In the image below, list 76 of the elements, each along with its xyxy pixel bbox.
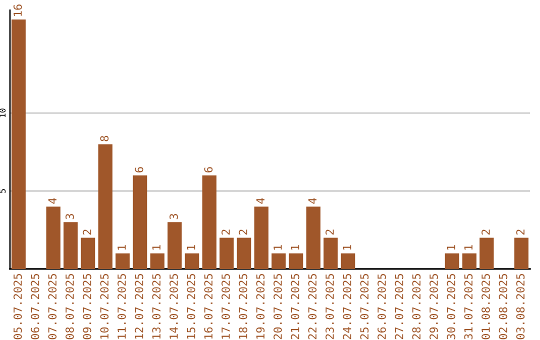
- data-label: 2: [238, 230, 248, 235]
- data-label: 4: [308, 198, 316, 204]
- bar: [254, 206, 268, 269]
- bar: [132, 175, 148, 269]
- bar: [444, 253, 460, 269]
- bar: [184, 253, 200, 269]
- bar: [80, 238, 96, 269]
- data-label: 1: [343, 245, 352, 250]
- x-tick-label: 11.07.2025: [118, 274, 126, 339]
- x-tick-label: 14.07.2025: [170, 274, 178, 339]
- data-label: 3: [66, 214, 74, 220]
- x-tick-label: 26.07.2025: [378, 274, 386, 340]
- bar: [340, 253, 356, 269]
- x-tick-label: 08.07.2025: [66, 274, 74, 340]
- data-label: 1: [118, 245, 126, 250]
- bar: [168, 222, 182, 269]
- x-tick-label: 24.07.2025: [342, 274, 352, 340]
- x-tick-label: 31.07.2025: [464, 274, 473, 340]
- data-label: 16: [14, 4, 22, 16]
- bar: [324, 238, 338, 269]
- data-label: 1: [186, 245, 196, 250]
- data-label: 1: [464, 245, 472, 250]
- x-tick-label: 25.07.2025: [360, 274, 369, 340]
- data-label: 2: [222, 230, 230, 235]
- bar: [272, 253, 286, 269]
- bar: [98, 144, 112, 269]
- data-label: 2: [82, 230, 92, 235]
- x-tick-label: 02.08.2025: [498, 274, 508, 340]
- x-tick-label: 22.07.2025: [308, 274, 317, 340]
- x-tick-label: 21.07.2025: [290, 274, 300, 340]
- bar: [64, 222, 78, 269]
- data-label: 3: [170, 214, 178, 220]
- bar: [462, 253, 476, 269]
- x-tick-label: 18.07.2025: [238, 274, 248, 339]
- bar: [46, 206, 60, 269]
- data-label: 6: [134, 167, 144, 172]
- x-tick-label: 06.07.2025: [30, 274, 40, 340]
- data-label: 8: [100, 136, 109, 142]
- x-tick-label: 27.07.2025: [394, 274, 404, 340]
- x-tick-label: 05.07.2025: [14, 274, 22, 340]
- x-tick-label: 03.08.2025: [516, 274, 525, 340]
- x-tick-label: 13.07.2025: [152, 274, 161, 339]
- x-tick-label: 10.07.2025: [100, 274, 109, 339]
- x-tick-label: 30.07.2025: [446, 274, 456, 340]
- data-label: 2: [482, 230, 490, 235]
- x-tick-label: 23.07.2025: [326, 274, 334, 340]
- data-label: 1: [290, 245, 300, 250]
- x-tick-label: 20.07.2025: [274, 274, 282, 340]
- bar: [116, 253, 130, 269]
- bar: [12, 20, 26, 269]
- data-label: 4: [256, 198, 264, 204]
- bar: [150, 253, 164, 269]
- data-label: 1: [447, 245, 456, 250]
- x-tick-label: 16.07.2025: [204, 274, 213, 339]
- x-tick-label: 28.07.2025: [412, 274, 421, 340]
- x-tick-label: 01.08.2025: [482, 274, 490, 340]
- data-label: 1: [152, 245, 160, 250]
- data-label: 6: [204, 167, 213, 172]
- x-tick-label: 17.07.2025: [222, 274, 230, 339]
- bar: [306, 206, 320, 269]
- bar: [202, 175, 216, 269]
- data-label: 2: [326, 230, 334, 235]
- bar: [288, 253, 304, 269]
- data-label: 2: [516, 230, 524, 235]
- bar: [480, 238, 494, 269]
- data-label: 1: [274, 245, 282, 250]
- x-tick-label: 09.07.2025: [82, 274, 92, 340]
- x-tick-label: 15.07.2025: [186, 274, 196, 339]
- bar: [236, 238, 252, 269]
- bar: [220, 238, 234, 269]
- x-tick-label: 07.07.2025: [48, 274, 57, 340]
- x-tick-label: 19.07.2025: [256, 274, 265, 339]
- bar: [514, 238, 528, 269]
- x-tick-label: 12.07.2025: [134, 274, 144, 339]
- x-tick-label: 29.07.2025: [430, 274, 438, 340]
- data-label: 4: [48, 198, 56, 204]
